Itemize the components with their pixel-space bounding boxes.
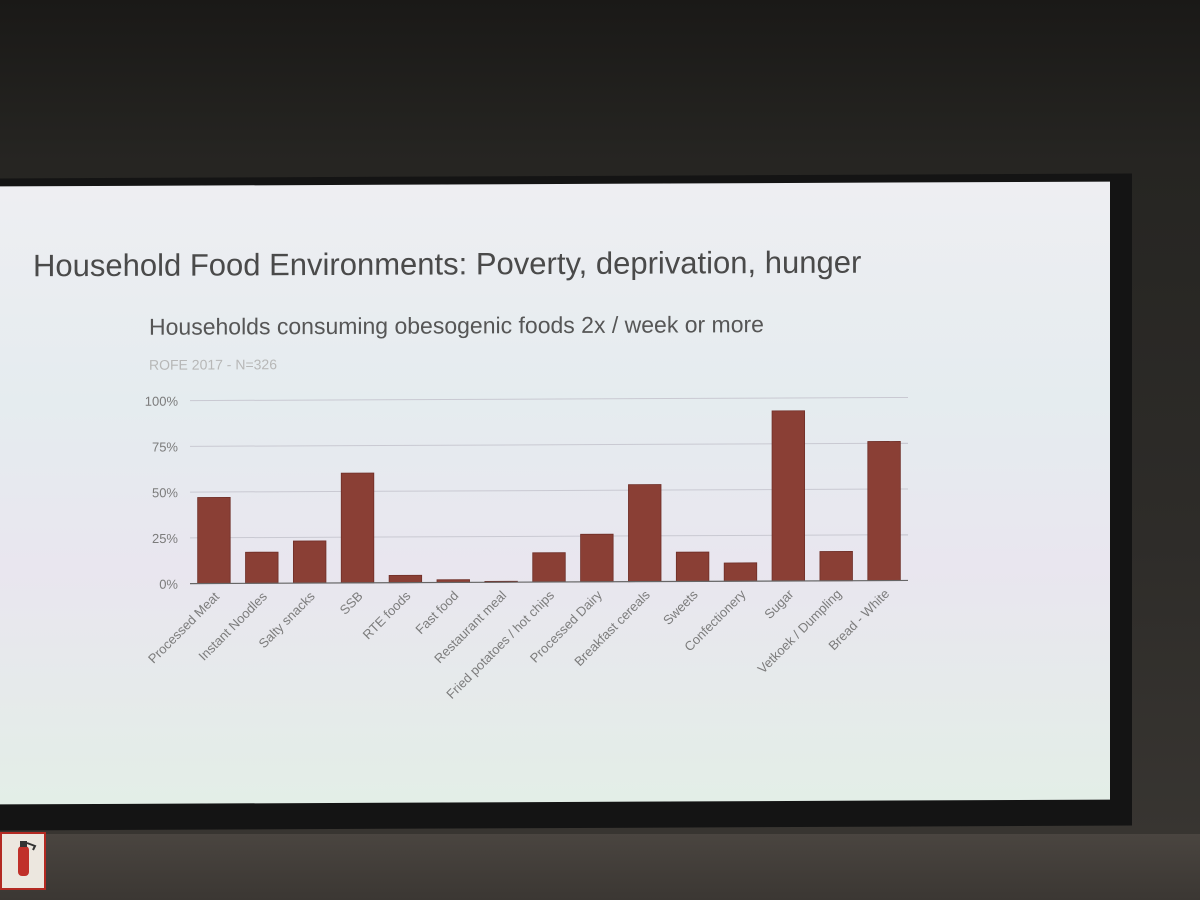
presentation-slide: Household Food Environments: Poverty, de… xyxy=(0,181,1110,805)
x-tick-label: RTE foods xyxy=(360,588,414,642)
chart-title: Households consuming obesogenic foods 2x… xyxy=(149,311,764,340)
floor xyxy=(0,834,1200,900)
fire-extinguisher-icon xyxy=(0,832,46,890)
y-tick-label: 100% xyxy=(145,394,179,409)
bar xyxy=(675,551,710,582)
bar xyxy=(580,533,614,583)
x-axis-line xyxy=(190,579,908,585)
bar xyxy=(723,562,758,582)
chart-subtitle: ROFE 2017 - N=326 xyxy=(149,356,277,373)
y-tick-label: 75% xyxy=(152,439,178,454)
bar xyxy=(340,472,375,584)
bar xyxy=(628,484,662,583)
y-axis-ticks: 0% 25% 50% 75% 100% xyxy=(145,394,179,592)
x-tick-label: Vetkoek / Dumpling xyxy=(755,586,845,676)
bar xyxy=(867,441,901,582)
bar xyxy=(532,552,566,583)
y-tick-label: 25% xyxy=(152,531,178,546)
gridline xyxy=(190,396,908,402)
bar xyxy=(388,574,423,584)
bars xyxy=(197,410,901,584)
bar xyxy=(292,540,327,584)
bar xyxy=(245,551,279,584)
bar-chart: Households consuming obesogenic foods 2x… xyxy=(145,311,908,702)
y-tick-label: 0% xyxy=(159,577,178,592)
x-tick-label: Sugar xyxy=(761,586,797,622)
bar xyxy=(771,410,806,582)
x-tick-label: SSB xyxy=(337,588,366,617)
x-tick-label: Fast food xyxy=(412,588,461,637)
bar xyxy=(819,551,853,582)
bar xyxy=(197,497,231,584)
y-tick-label: 50% xyxy=(152,485,178,500)
x-tick-label: Sweets xyxy=(660,587,701,628)
